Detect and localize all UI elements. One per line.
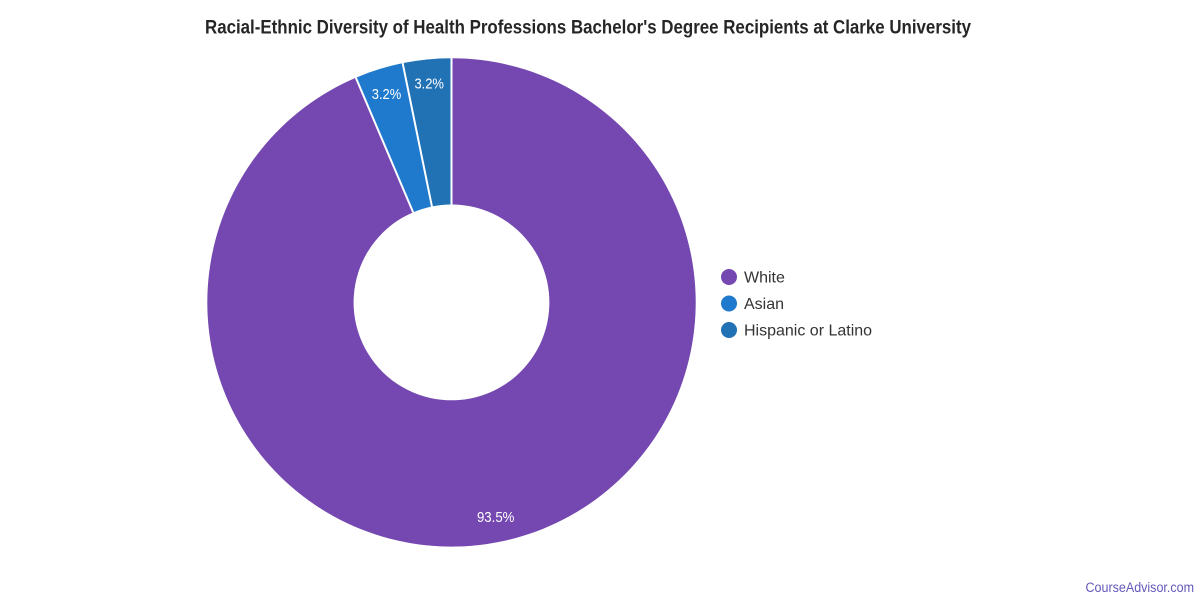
- svg-text:3.2%: 3.2%: [372, 86, 402, 103]
- svg-text:CourseAdvisor.com: CourseAdvisor.com: [1086, 580, 1195, 595]
- svg-text:Hispanic or Latino: Hispanic or Latino: [744, 323, 872, 340]
- svg-text:White: White: [744, 270, 785, 287]
- svg-text:3.2%: 3.2%: [414, 76, 444, 93]
- svg-text:Asian: Asian: [744, 296, 784, 313]
- svg-text:Racial-Ethnic Diversity of Hea: Racial-Ethnic Diversity of Health Profes…: [205, 18, 971, 39]
- svg-text:93.5%: 93.5%: [477, 509, 515, 526]
